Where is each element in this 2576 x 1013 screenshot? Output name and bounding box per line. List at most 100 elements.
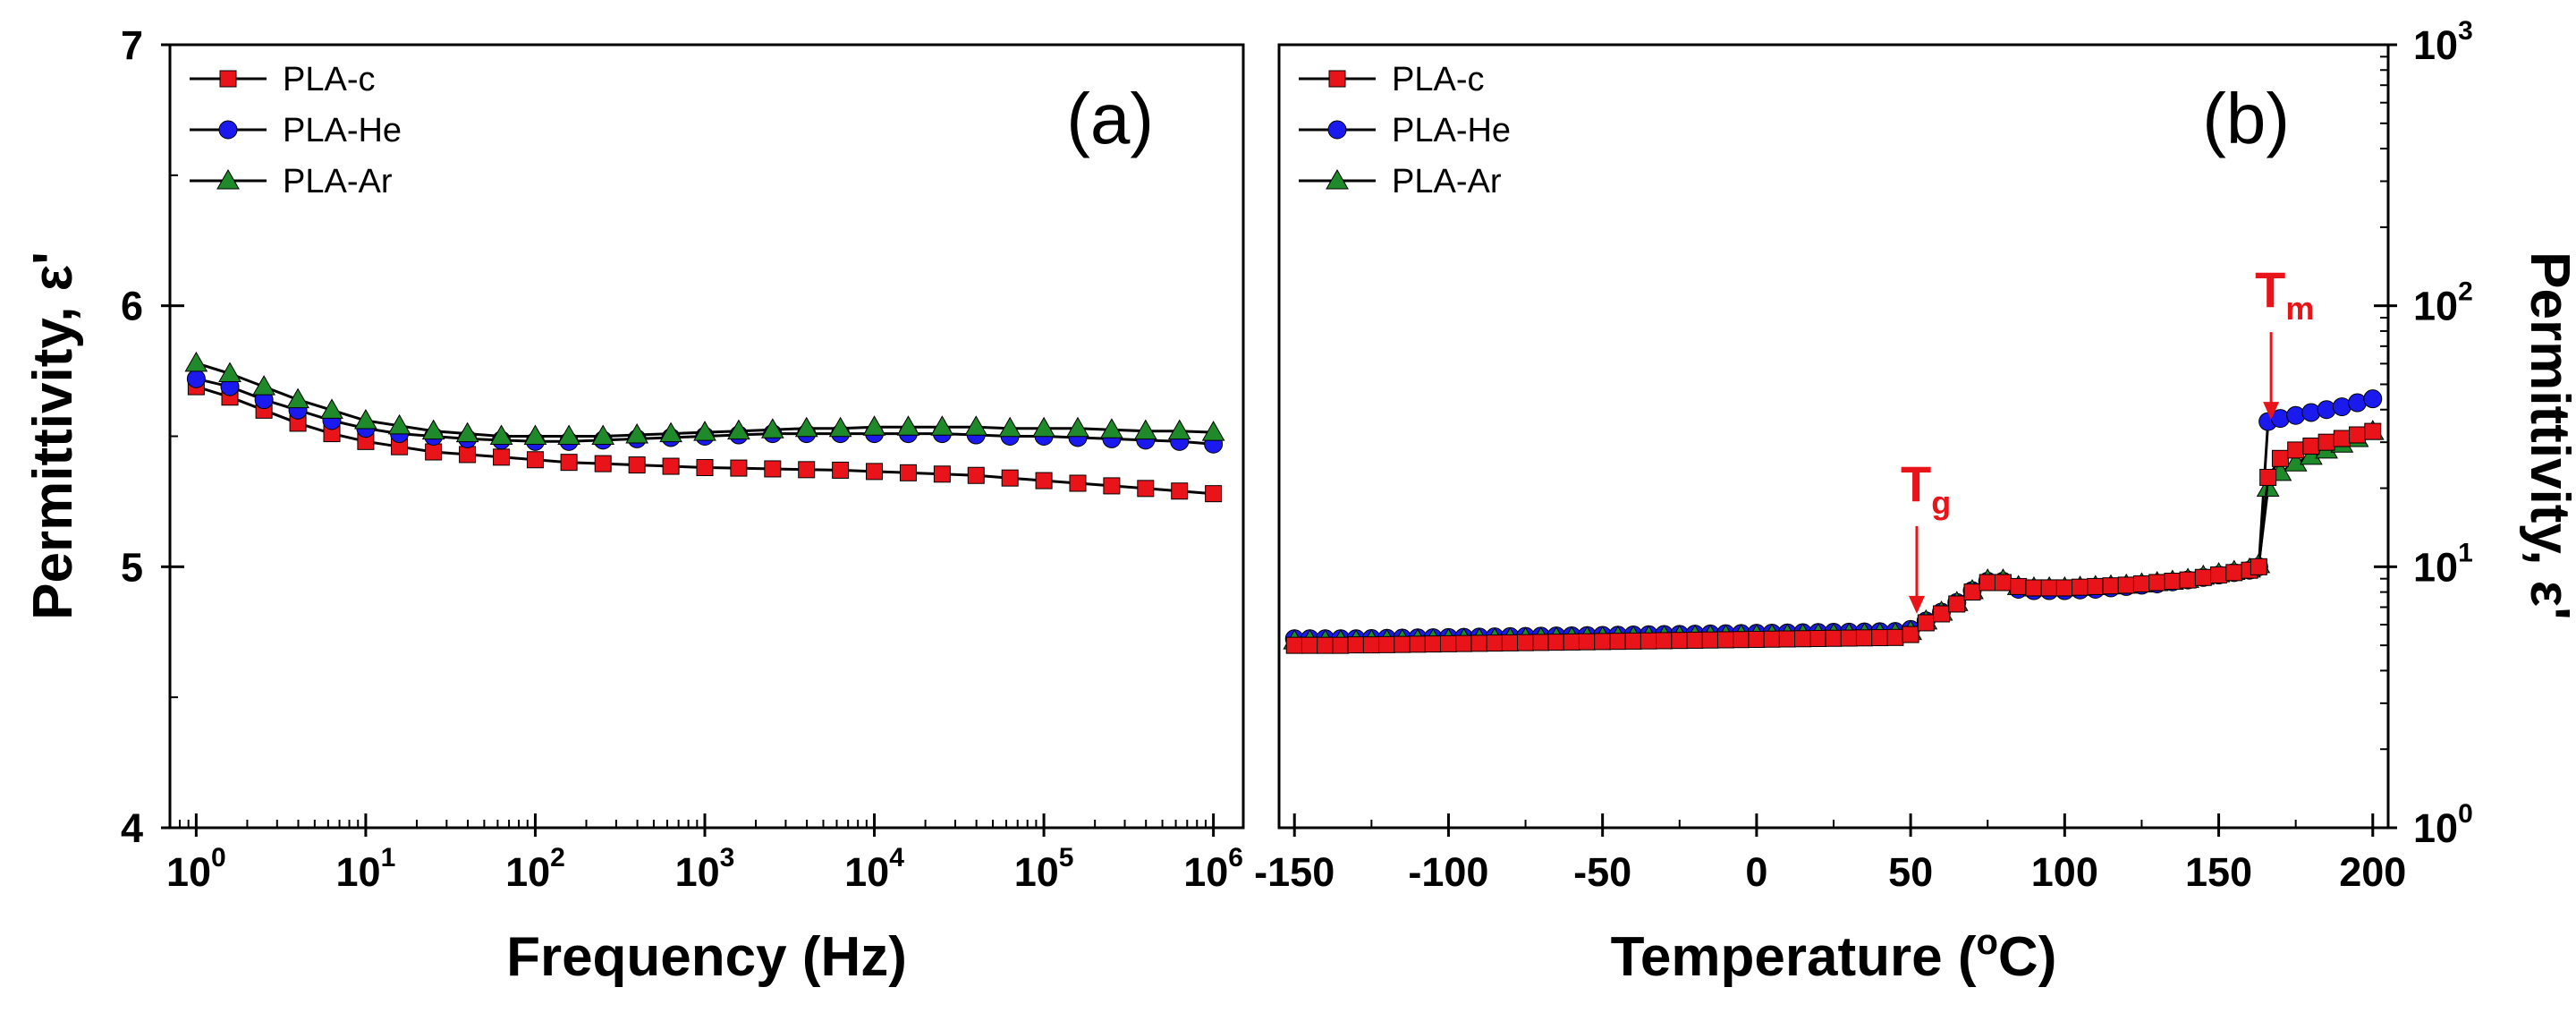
data-point (1066, 416, 1089, 438)
data-point (1563, 633, 1580, 651)
data-point (523, 424, 547, 445)
data-point (625, 423, 649, 444)
data-point (662, 457, 680, 475)
annotation-label: Tm (2255, 261, 2314, 327)
data-point (1794, 630, 1812, 648)
data-point (1778, 630, 1796, 648)
data-point (1035, 472, 1053, 489)
data-point (930, 415, 954, 436)
series-pla-c (1285, 422, 2382, 654)
legend-item: PLA-c (190, 61, 375, 98)
legend-item: PLA-Ar (1299, 163, 1502, 200)
panel-b-x-axis-title: Temperature (oC) (1611, 923, 2057, 988)
data-point (1486, 634, 1504, 652)
data-point (1871, 629, 1889, 647)
legend-label: PLA-He (1392, 112, 1511, 149)
x-tick-label: 102 (505, 843, 565, 895)
data-point (493, 448, 511, 466)
data-point (659, 421, 682, 443)
annotation-arrow-head (2263, 402, 2280, 421)
data-point (2333, 430, 2351, 447)
panel-a-y-ticks: 4 5 6 7 (121, 22, 184, 851)
panel-b-x-axis-title-sup: o (1976, 923, 1997, 962)
annotation-main: T (2255, 261, 2285, 318)
y-tick-label: 6 (121, 284, 143, 329)
data-point (862, 415, 886, 436)
legend-marker (1328, 70, 1346, 88)
data-point (2349, 426, 2367, 444)
data-point (1716, 631, 1734, 649)
data-point (967, 466, 985, 484)
y-tick-label-base: 10 (2413, 284, 2458, 329)
legend-item: PLA-He (190, 112, 402, 149)
annotation-sub: m (2285, 290, 2314, 327)
data-point (1624, 632, 1642, 650)
panel-b-x-ticks: -150 -100 -50 0 50 100 150 200 (1254, 813, 2406, 895)
panel-a-x-ticks: 100 101 102 103 104 105 106 (166, 813, 1243, 895)
panel-b-x-axis-title-b: C) (1998, 926, 2056, 988)
x-tick-label: -150 (1254, 849, 1335, 895)
data-point (1517, 634, 1535, 651)
data-point (2117, 576, 2135, 594)
data-point (1201, 421, 1225, 441)
data-point (2179, 571, 2197, 589)
data-point (2225, 564, 2243, 582)
data-point (2055, 579, 2073, 597)
data-point (1409, 635, 1427, 653)
y-tick-label: 102 (2413, 277, 2473, 329)
data-point (2348, 393, 2368, 413)
data-point (1501, 634, 1519, 651)
data-point (1069, 474, 1087, 492)
data-point (628, 456, 646, 474)
legend-marker (1326, 168, 1349, 190)
data-point (760, 418, 784, 438)
data-point (1532, 634, 1550, 651)
data-point (459, 446, 477, 464)
data-point (1378, 635, 1396, 653)
annotation-main: T (1901, 455, 1931, 512)
data-point (1103, 477, 1121, 495)
data-point (1933, 605, 1951, 623)
y-tick-label: 5 (121, 544, 143, 590)
data-point (2025, 579, 2043, 597)
series-pla-c (187, 378, 1223, 503)
data-point (1137, 480, 1155, 498)
data-point (2332, 397, 2351, 417)
x-tick-label: -50 (1573, 849, 1631, 895)
legend-item: PLA-Ar (190, 163, 393, 200)
data-point (1285, 636, 1303, 654)
data-point (828, 416, 852, 438)
data-point (354, 408, 377, 430)
data-point (1963, 583, 1981, 601)
panel-a-label: (a) (1066, 79, 1154, 158)
data-point (2040, 579, 2058, 597)
annotation-Tg: Tg (1901, 455, 1951, 614)
y-tick-label: 7 (121, 22, 143, 68)
data-point (557, 424, 580, 445)
data-point (186, 369, 206, 388)
data-point (1171, 482, 1189, 500)
data-point (1347, 636, 1365, 654)
data-point (2194, 568, 2212, 586)
data-point (2072, 578, 2089, 596)
data-point (1317, 636, 1335, 654)
data-point (1902, 626, 1919, 643)
data-point (1855, 629, 1873, 647)
series-pla-he (1284, 389, 2383, 649)
series-line-pla-he (1294, 397, 2374, 641)
data-point (594, 455, 612, 472)
panel-a-legend: PLA-c PLA-He PLA-Ar (190, 61, 402, 200)
data-point (2259, 468, 2277, 486)
y-tick-label-exp: 2 (2458, 277, 2473, 307)
x-tick-label-base: 10 (1183, 849, 1228, 895)
data-point (2250, 558, 2267, 575)
data-point (1578, 633, 1596, 651)
data-point (1748, 630, 1766, 648)
data-point (2010, 577, 2028, 595)
annotation-label: Tg (1901, 455, 1951, 521)
x-tick-label: 200 (2339, 849, 2406, 895)
y-tick-label: 4 (121, 805, 143, 851)
data-point (455, 421, 479, 443)
legend-item: PLA-c (1299, 61, 1484, 98)
